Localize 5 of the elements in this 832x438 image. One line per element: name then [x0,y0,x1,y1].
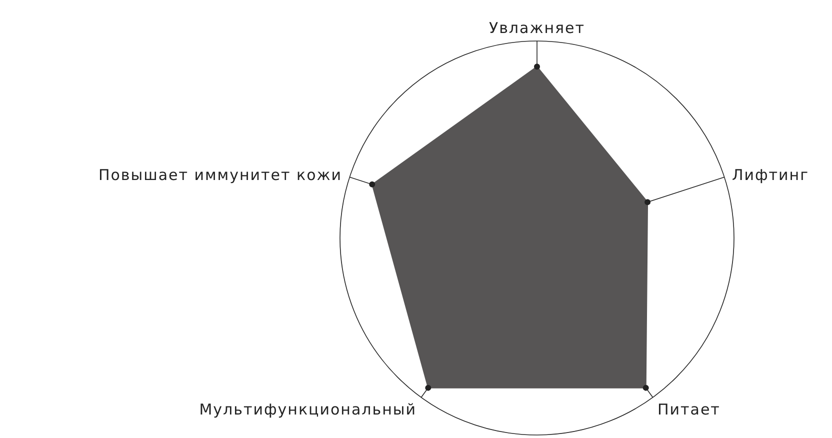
spoke-label: Лифтинг [732,166,809,184]
spoke-label: Повышает иммунитет кожи [98,166,342,184]
spoke-label: Питает [657,400,720,418]
spoke-label: Мультифункциональный [199,400,417,418]
spoke-label: Увлажняет [488,19,586,37]
